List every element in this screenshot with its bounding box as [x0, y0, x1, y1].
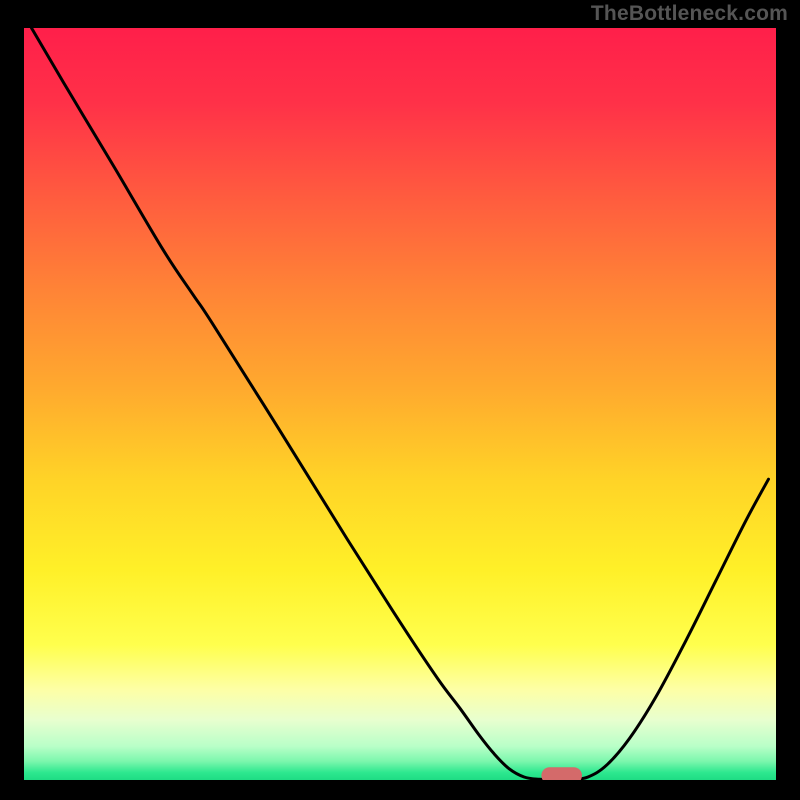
- optimal-marker: [541, 767, 582, 780]
- watermark-text: TheBottleneck.com: [591, 2, 788, 26]
- chart-frame: TheBottleneck.com: [0, 0, 800, 800]
- bottleneck-chart: [24, 28, 776, 780]
- gradient-background: [24, 28, 776, 780]
